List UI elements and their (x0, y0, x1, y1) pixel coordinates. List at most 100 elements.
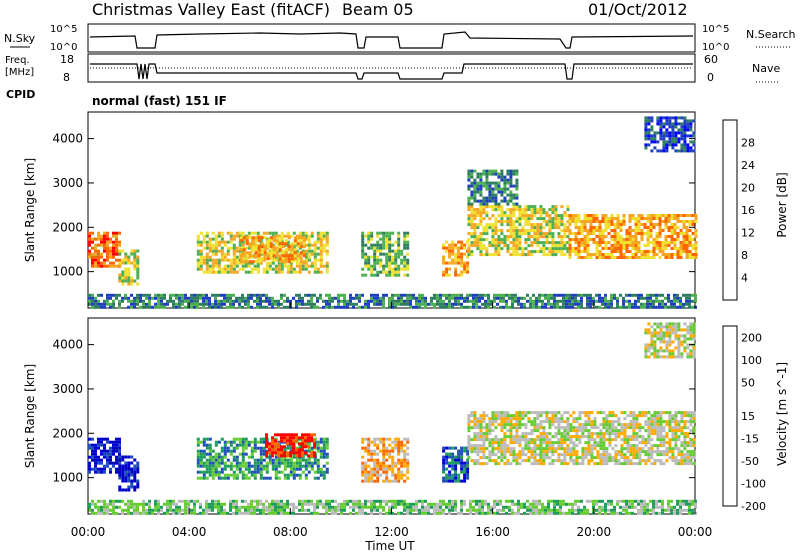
echo-cell (545, 247, 549, 251)
echo-cell (518, 456, 522, 460)
echo-cell (325, 299, 328, 303)
echo-cell (265, 436, 268, 440)
echo-cell (647, 453, 651, 457)
echo-cell (644, 459, 648, 463)
echo-cell (595, 293, 598, 297)
echo-cell (482, 414, 486, 418)
echo-cell (439, 296, 442, 300)
echo-cell (229, 461, 233, 465)
echo-cell (226, 240, 230, 244)
echo-cell (548, 214, 552, 218)
echo-cell (674, 131, 678, 135)
echo-cell (653, 459, 657, 463)
echo-cell (382, 302, 385, 306)
echo-cell (557, 226, 561, 230)
echo-cell (220, 446, 224, 450)
echo-cell (385, 446, 389, 450)
echo-cell (391, 273, 395, 277)
echo-cell (254, 245, 258, 249)
echo-cell (115, 240, 118, 244)
echo-cell (689, 423, 693, 427)
echo-cell (491, 238, 495, 242)
echo-cell (512, 229, 516, 233)
echo-cell (479, 199, 483, 203)
echo-cell (608, 438, 612, 442)
echo-cell (475, 302, 478, 306)
echo-cell (205, 467, 209, 471)
echo-cell (418, 299, 421, 303)
echo-cell (497, 229, 501, 233)
echo-cell (103, 455, 106, 459)
echo-cell (142, 305, 145, 309)
echo-cell (103, 234, 106, 238)
echo-cell (241, 305, 244, 309)
echo-cell (403, 302, 406, 306)
echo-cell (439, 299, 442, 303)
echo-cell (488, 181, 492, 185)
echo-cell (283, 433, 286, 437)
echo-cell (250, 470, 254, 474)
echo-cell (485, 214, 489, 218)
echo-cell (560, 462, 564, 466)
echo-cell (668, 441, 672, 445)
echo-cell (448, 455, 452, 459)
echo-cell (491, 423, 495, 427)
echo-cell (88, 240, 91, 244)
echo-cell (515, 169, 519, 173)
echo-cell (262, 446, 266, 450)
echo-cell (536, 232, 540, 236)
echo-cell (334, 296, 337, 300)
echo-cell (391, 305, 394, 309)
echo-cell (388, 264, 392, 268)
echo-cell (454, 458, 458, 462)
echo-cell (667, 256, 671, 259)
echo-cell (536, 226, 540, 230)
echo-cell (196, 461, 200, 465)
echo-cell (656, 140, 660, 144)
echo-cell (529, 299, 532, 303)
echo-cell (253, 476, 257, 480)
echo-cell (313, 252, 317, 256)
echo-cell (586, 302, 589, 306)
echo-cell (283, 299, 286, 303)
echo-cell (160, 293, 163, 297)
echo-cell (479, 444, 483, 448)
echo-cell (391, 258, 395, 262)
echo-cell (115, 437, 118, 441)
echo-cell (503, 432, 507, 436)
echo-cell (445, 246, 449, 250)
echo-cell (319, 258, 323, 262)
echo-cell (364, 302, 367, 306)
echo-cell (692, 462, 696, 466)
echo-cell (661, 241, 665, 244)
echo-cell (620, 450, 624, 454)
echo-cell (289, 451, 292, 455)
echo-cell (217, 305, 220, 309)
echo-cell (397, 264, 401, 268)
echo-cell (265, 231, 269, 235)
echo-cell (658, 299, 661, 303)
echo-cell (529, 305, 532, 309)
echo-cell (509, 169, 513, 173)
echo-cell (97, 249, 100, 253)
echo-cell (202, 440, 206, 444)
echo-cell (512, 244, 516, 248)
echo-cell (506, 187, 510, 191)
echo-cell (527, 208, 531, 212)
echo-cell (259, 302, 262, 306)
echo-cell (226, 270, 230, 274)
echo-cell (373, 273, 377, 277)
echo-cell (307, 449, 311, 453)
echo-cell (637, 250, 641, 253)
echo-cell (403, 258, 407, 262)
echo-cell (238, 299, 241, 303)
echo-cell (494, 441, 498, 445)
echo-cell (670, 226, 674, 229)
echo-cell (485, 184, 489, 188)
echo-cell (503, 199, 507, 203)
echo-cell (485, 250, 489, 254)
echo-cell (271, 305, 274, 309)
echo-cell (539, 453, 543, 457)
echo-cell (265, 470, 269, 474)
echo-cell (259, 449, 263, 453)
